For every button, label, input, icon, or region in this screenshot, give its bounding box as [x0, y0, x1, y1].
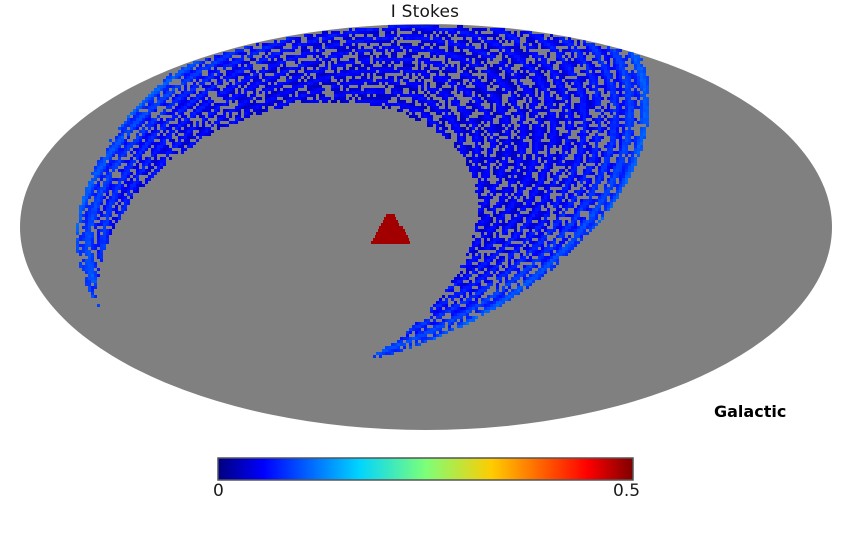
sky-disk-masked	[20, 24, 832, 430]
page-title: I Stokes	[390, 2, 460, 22]
colorbar-min-tick-label: 0	[213, 481, 224, 501]
colorbar-max-tick-label: 0.5	[613, 481, 641, 501]
colorbar	[217, 457, 634, 481]
scan-pattern-pixels	[76, 25, 649, 358]
coordinate-system-label: Galactic	[714, 402, 787, 421]
colorbar-gradient	[217, 457, 634, 481]
